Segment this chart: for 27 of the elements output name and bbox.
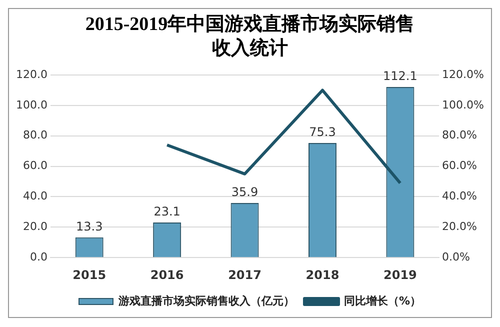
- y-tick-label: 120.0: [16, 68, 48, 81]
- data-label: 35.9: [231, 185, 258, 200]
- legend-label: 同比增长（%）: [344, 294, 422, 308]
- chart-title: 2015-2019年中国游戏直播市场实际销售收入统计: [85, 13, 415, 61]
- y2-tick-label: 100.0%: [442, 98, 484, 112]
- data-label: 75.3: [309, 125, 336, 140]
- x-tick-label: 2017: [228, 268, 262, 282]
- data-label: 13.3: [76, 219, 103, 234]
- y-tick-label: 0.0: [30, 250, 48, 264]
- x-tick-label: 2019: [383, 268, 417, 282]
- y-tick-label: 100.0: [16, 98, 48, 112]
- y2-tick-label: 20.0%: [442, 220, 478, 234]
- data-label: 112.1: [383, 69, 418, 84]
- y-tick-label: 80.0: [22, 128, 48, 142]
- y-tick-label: 60.0: [22, 159, 48, 172]
- y2-tick-label: 60.0%: [442, 159, 478, 172]
- y2-tick-label: 120.0%: [442, 68, 484, 81]
- y2-tick-label: 0.0%: [442, 250, 470, 264]
- y-tick-label: 20.0: [22, 220, 48, 234]
- y2-tick-label: 40.0%: [442, 190, 478, 203]
- legend-label: 游戏直播市场实际销售收入（亿元）: [117, 294, 294, 308]
- y-tick-label: 40.0: [22, 190, 48, 203]
- x-tick-label: 2015: [72, 268, 106, 282]
- y2-tick-label: 80.0%: [442, 128, 478, 142]
- x-tick-label: 2016: [150, 268, 184, 282]
- x-tick-label: 2018: [306, 268, 340, 282]
- data-label: 23.1: [154, 204, 180, 219]
